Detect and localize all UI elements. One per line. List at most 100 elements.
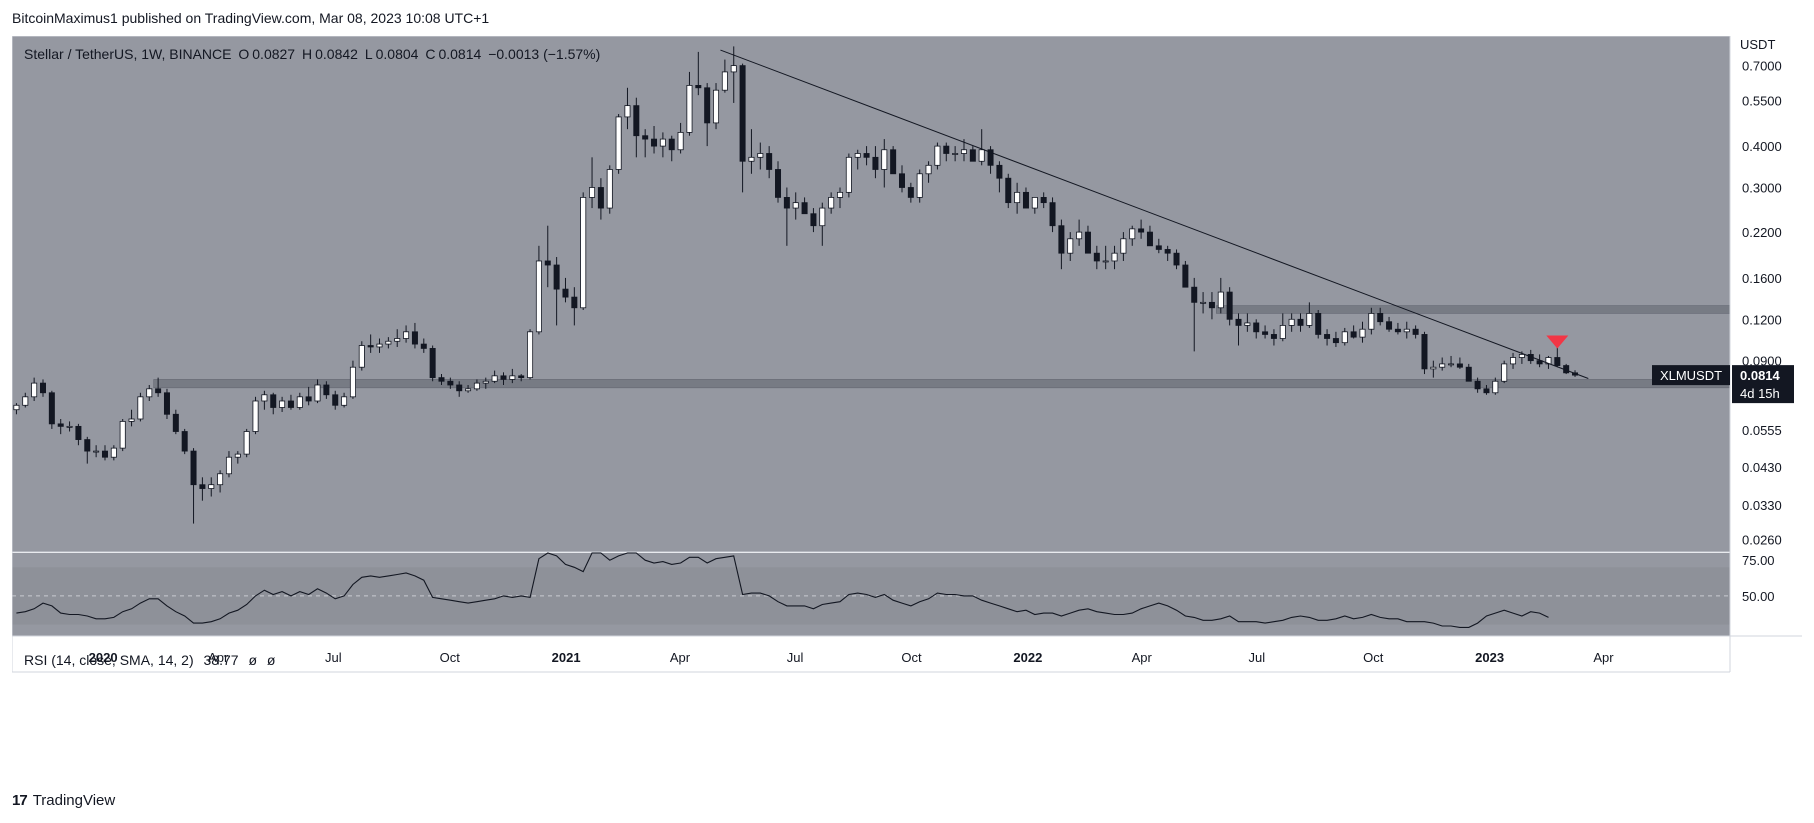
rsi-tick-label-1: 50.00 [1742, 589, 1775, 604]
candle-body-79 [713, 89, 720, 124]
candle-body-39 [358, 345, 365, 368]
candle-body-81 [730, 65, 737, 73]
candle-body-145 [1297, 318, 1304, 326]
candle-body-83 [748, 156, 755, 162]
candle-body-73 [659, 138, 666, 147]
candle-body-70 [633, 105, 640, 137]
candle-body-124 [1111, 252, 1118, 262]
candle-body-49 [447, 380, 454, 386]
time-tick-label-1: Apr [208, 650, 229, 665]
candle-body-21 [199, 484, 206, 489]
candle-body-60 [544, 260, 551, 266]
candle-body-10 [101, 450, 108, 458]
time-tick-label-10: Jul [1249, 650, 1266, 665]
candle-body-120 [1076, 231, 1083, 240]
candle-body-166 [1483, 388, 1490, 394]
candle-body-56 [509, 375, 516, 380]
time-tick-label-9: Apr [1132, 650, 1153, 665]
candle-body-34 [314, 384, 321, 402]
candle-body-125 [1120, 238, 1127, 254]
candle-body-41 [376, 343, 383, 348]
candle-body-16 [155, 388, 162, 394]
candle-body-90 [810, 213, 817, 227]
time-tick-label-2: Jul [325, 650, 342, 665]
candle-body-162 [1448, 363, 1455, 366]
price-tick-label-1: 0.5500 [1742, 93, 1782, 108]
candle-body-63 [571, 296, 578, 309]
candle-body-105 [943, 145, 950, 154]
price-tick-label-0: 0.7000 [1742, 59, 1782, 74]
candle-body-29 [270, 394, 277, 408]
time-tick-label-6: Jul [787, 650, 804, 665]
candle-body-157 [1403, 328, 1410, 333]
candle-body-9 [93, 450, 100, 453]
candle-body-37 [341, 396, 348, 406]
candle-body-138 [1235, 318, 1242, 326]
candle-body-5 [57, 423, 64, 427]
candle-body-150 [1341, 331, 1348, 344]
candle-body-152 [1359, 328, 1366, 338]
candle-body-153 [1368, 313, 1375, 330]
close-value: 0.0814 [438, 46, 482, 62]
candle-body-74 [668, 138, 675, 151]
open-value: 0.0827 [252, 46, 296, 62]
candle-body-167 [1492, 380, 1499, 394]
candle-body-15 [146, 388, 153, 398]
candle-body-147 [1315, 313, 1322, 335]
candle-body-133 [1191, 286, 1198, 303]
price-pane-background [12, 36, 1730, 552]
candle-body-3 [39, 382, 46, 394]
symbol-badge-bg [1652, 365, 1730, 386]
candle-body-104 [934, 145, 941, 166]
price-pane [12, 36, 1731, 552]
candle-body-4 [48, 392, 55, 425]
candle-body-146 [1306, 313, 1313, 326]
candle-body-103 [925, 164, 932, 175]
candle-body-42 [385, 340, 392, 345]
candle-body-170 [1518, 354, 1525, 358]
sell-marker-icon [1546, 335, 1569, 349]
candle-body-169 [1510, 357, 1517, 365]
candle-body-113 [1014, 191, 1021, 204]
candle-body-148 [1324, 334, 1331, 339]
candle-body-144 [1288, 318, 1295, 326]
price-tick-label-10: 0.0330 [1742, 498, 1782, 513]
price-unit-label: USDT [1740, 37, 1775, 52]
candle-body-11 [110, 447, 117, 458]
high-label: H [301, 46, 313, 62]
candle-body-126 [1129, 228, 1136, 240]
symbol-legend: Stellar / TetherUS, 1W, BINANCE O 0.0827 … [24, 46, 603, 62]
price-axis: USDT 0.7000 0.5500 0.4000 0.3000 0.2200 0.1600… [12, 36, 1802, 780]
publisher-name[interactable]: BitcoinMaximus1 [12, 10, 118, 26]
candle-body-1 [22, 396, 29, 406]
candle-body-86 [775, 169, 782, 198]
horizontal-zone-1 [1216, 305, 1731, 314]
time-tick-label-7: Oct [901, 650, 922, 665]
time-tick-label-4: 2021 [552, 650, 581, 665]
time-tick-label-13: Apr [1593, 650, 1614, 665]
footer-brand[interactable]: TradingView [32, 792, 116, 809]
candle-body-158 [1412, 328, 1419, 335]
candle-body-85 [766, 153, 773, 170]
candle-body-159 [1421, 334, 1428, 370]
candle-body-97 [872, 156, 879, 170]
rsi-extra-2: ø [266, 652, 276, 668]
tradingview-logo-icon: 17 [12, 792, 28, 809]
price-badge-bg [1732, 365, 1794, 404]
candle-body-13 [128, 418, 135, 422]
candle-body-52 [473, 382, 480, 390]
candle-body-137 [1226, 291, 1233, 320]
candle-body-77 [695, 85, 702, 89]
overlay: XLMUSDT 0.0814 4d 15h [1652, 365, 1794, 404]
candle-body-62 [562, 288, 569, 298]
candle-body-112 [1005, 177, 1012, 204]
candle-body-161 [1439, 363, 1446, 368]
low-value: 0.0804 [375, 46, 419, 62]
footer: 17 TradingView [12, 792, 115, 809]
time-axis-background [12, 636, 1730, 672]
candle-body-84 [757, 153, 764, 158]
candle-body-51 [465, 388, 472, 392]
candle-body-128 [1146, 231, 1153, 247]
candle-body-89 [801, 202, 808, 215]
price-tick-label-4: 0.2200 [1742, 225, 1782, 240]
